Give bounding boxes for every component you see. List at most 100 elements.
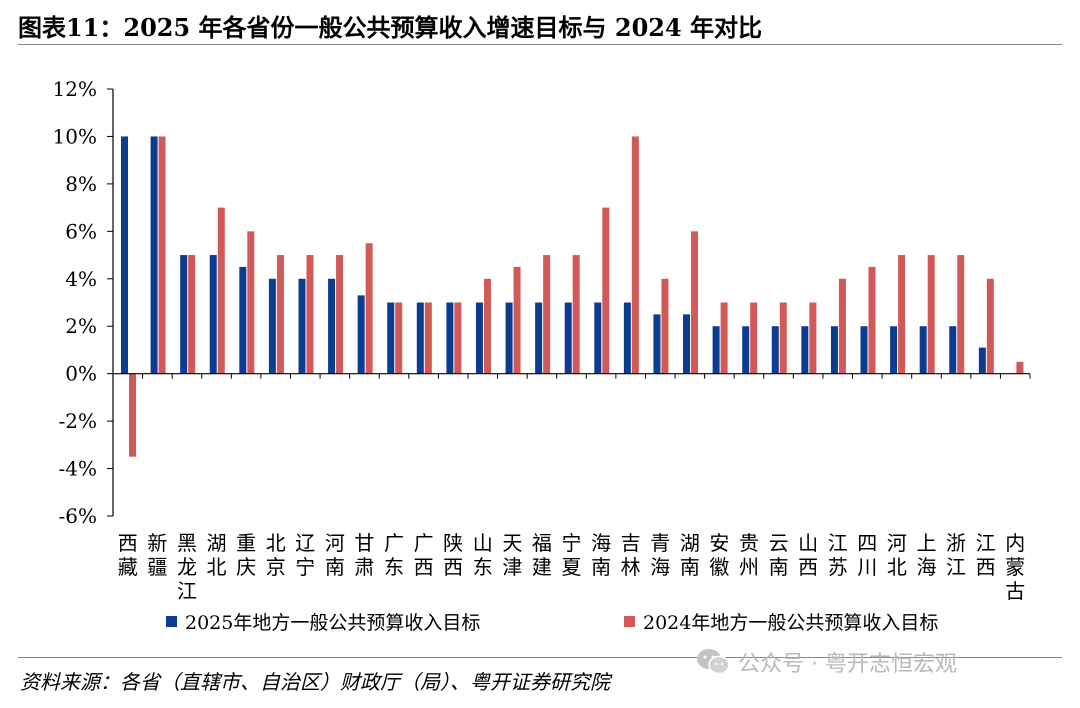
- bar-2024-29: [986, 278, 994, 374]
- page-title: 图表11：2025 年各省份一般公共预算收入增速目标与 2024 年对比: [18, 13, 763, 42]
- x-tick-label: 甘肃: [354, 531, 374, 579]
- bar-2024-20: [720, 302, 728, 374]
- legend-item-2025: 2025年地方一般公共预算收入目标: [166, 608, 480, 635]
- x-tick-label: 天津: [502, 531, 522, 579]
- bar-2025-16: [594, 302, 602, 374]
- bar-2025-9: [387, 302, 395, 374]
- bar-2024-7: [336, 255, 344, 374]
- bar-2024-2: [188, 255, 196, 374]
- bar-2025-5: [268, 278, 276, 374]
- x-tick-label: 山西: [798, 531, 818, 579]
- x-tick-label: 重庆: [236, 531, 256, 579]
- legend-item-2024: 2024年地方一般公共预算收入目标: [624, 608, 938, 635]
- bar-2025-25: [860, 326, 868, 374]
- x-tick-label: 新疆: [147, 531, 167, 579]
- y-tick-label: 2%: [65, 314, 97, 338]
- bar-2025-10: [416, 302, 424, 374]
- x-tick-label: 安徽: [709, 531, 729, 579]
- source-divider: [18, 657, 1062, 658]
- bars: [121, 136, 1024, 457]
- x-tick-label: 海南: [591, 531, 611, 579]
- bar-2024-3: [217, 207, 225, 374]
- bar-2024-9: [395, 302, 403, 374]
- y-tick-label: -2%: [59, 409, 98, 433]
- x-tick-label: 西藏: [118, 531, 138, 579]
- x-tick-label: 广西: [414, 531, 434, 579]
- bar-2025-7: [328, 278, 336, 374]
- bar-2024-1: [158, 136, 166, 374]
- bar-2024-17: [631, 136, 639, 374]
- watermark: 公众号 · 粤开志恒宏观: [696, 646, 957, 678]
- bar-2024-28: [957, 255, 965, 374]
- bar-2024-21: [750, 302, 758, 374]
- bar-2024-5: [276, 255, 284, 374]
- bar-2024-23: [809, 302, 817, 374]
- y-tick-label: -6%: [59, 504, 98, 528]
- bar-2025-15: [564, 302, 572, 374]
- bar-2025-0: [121, 136, 128, 374]
- source-note: 资料来源：各省（直辖市、自治区）财政厅（局）、粤开证券研究院: [20, 670, 610, 694]
- bar-2025-1: [150, 136, 158, 374]
- x-tick-label: 陕西: [443, 531, 463, 579]
- bar-2024-16: [602, 207, 610, 374]
- x-tick-label: 青海: [650, 531, 670, 579]
- y-tick-label: 0%: [65, 362, 97, 386]
- bar-2025-24: [830, 326, 838, 374]
- bar-2024-14: [543, 255, 551, 374]
- legend-swatch-2025: [166, 616, 177, 627]
- bar-2024-25: [868, 266, 876, 374]
- legend-swatch-2024: [624, 616, 635, 627]
- x-tick-label: 江苏: [828, 531, 848, 579]
- bar-2024-12: [483, 278, 491, 374]
- x-tick-label: 北京: [266, 531, 286, 579]
- bar-2025-3: [209, 255, 217, 374]
- x-tick-label: 江西: [976, 531, 996, 579]
- bar-2024-27: [927, 255, 935, 374]
- bar-2024-6: [306, 255, 314, 374]
- legend-label-2025: 2025年地方一般公共预算收入目标: [185, 612, 481, 634]
- x-tick-label: 黑龙江: [177, 531, 197, 600]
- x-tick-label: 广东: [384, 531, 404, 579]
- bar-2025-17: [623, 302, 631, 374]
- bar-2024-26: [898, 255, 906, 374]
- bar-2024-13: [513, 266, 521, 374]
- bar-2024-19: [691, 231, 699, 374]
- bar-2025-22: [771, 326, 779, 374]
- bar-2025-21: [742, 326, 750, 374]
- title-divider: [18, 44, 1062, 45]
- bar-2025-23: [801, 326, 809, 374]
- bar-2024-15: [572, 255, 580, 374]
- bar-2024-8: [365, 243, 373, 374]
- bar-2024-4: [247, 231, 255, 374]
- x-tick-label: 上海: [916, 531, 936, 579]
- x-tick-label: 福建: [532, 531, 552, 579]
- x-tick-label: 四川: [857, 531, 877, 579]
- bar-2025-29: [978, 347, 986, 374]
- bar-2025-18: [653, 314, 661, 374]
- bar-2024-10: [424, 302, 432, 374]
- x-tick-label: 山东: [473, 531, 493, 579]
- axes: [112, 89, 1031, 516]
- x-tick-label: 宁夏: [562, 531, 582, 579]
- bar-2025-2: [180, 255, 188, 374]
- bar-2024-11: [454, 302, 462, 374]
- y-tick-label: 12%: [53, 77, 97, 101]
- bar-2024-30: [1016, 361, 1024, 374]
- x-tick-label: 云南: [769, 531, 789, 579]
- bar-2024-18: [661, 278, 669, 374]
- bar-2024-24: [838, 278, 846, 374]
- x-tick-label: 内蒙古: [1005, 531, 1025, 600]
- y-tick-label: 10%: [53, 124, 97, 148]
- bar-2025-13: [505, 302, 513, 374]
- y-tick-label: -4%: [59, 457, 98, 481]
- bar-2025-12: [475, 302, 483, 374]
- x-tick-label: 河南: [325, 531, 345, 579]
- x-tick-label: 辽宁: [295, 531, 315, 579]
- x-tick-label: 湖南: [680, 531, 700, 579]
- x-tick-label: 河北: [887, 531, 907, 579]
- x-tick-label: 浙江: [946, 531, 966, 579]
- legend-label-2024: 2024年地方一般公共预算收入目标: [643, 612, 939, 634]
- x-tick-label: 湖北: [207, 531, 227, 579]
- bar-chart: -6% -4% -2% 0% 2% 4% 6% 8% 10% 12% 西藏新疆黑龙江湖北重庆北京辽…: [53, 77, 1031, 600]
- bar-2025-4: [239, 266, 247, 374]
